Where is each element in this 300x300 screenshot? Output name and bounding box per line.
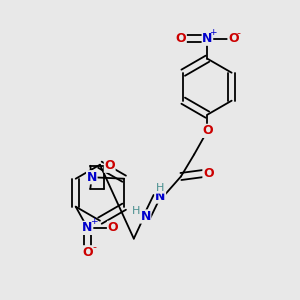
Text: -: - <box>236 28 240 38</box>
Text: O: O <box>176 32 186 45</box>
Text: O: O <box>202 124 213 137</box>
Text: O: O <box>107 221 118 234</box>
Text: N: N <box>87 171 97 184</box>
Text: H: H <box>132 206 140 216</box>
Text: N: N <box>140 210 151 223</box>
Text: O: O <box>228 32 238 45</box>
Text: O: O <box>82 246 93 259</box>
Text: H: H <box>156 183 164 193</box>
Text: N: N <box>202 32 213 45</box>
Text: +: + <box>90 218 97 226</box>
Text: N: N <box>155 190 166 203</box>
Text: O: O <box>203 167 214 180</box>
Text: -: - <box>92 242 96 252</box>
Text: +: + <box>210 28 217 37</box>
Text: N: N <box>82 221 93 234</box>
Text: O: O <box>104 159 115 172</box>
